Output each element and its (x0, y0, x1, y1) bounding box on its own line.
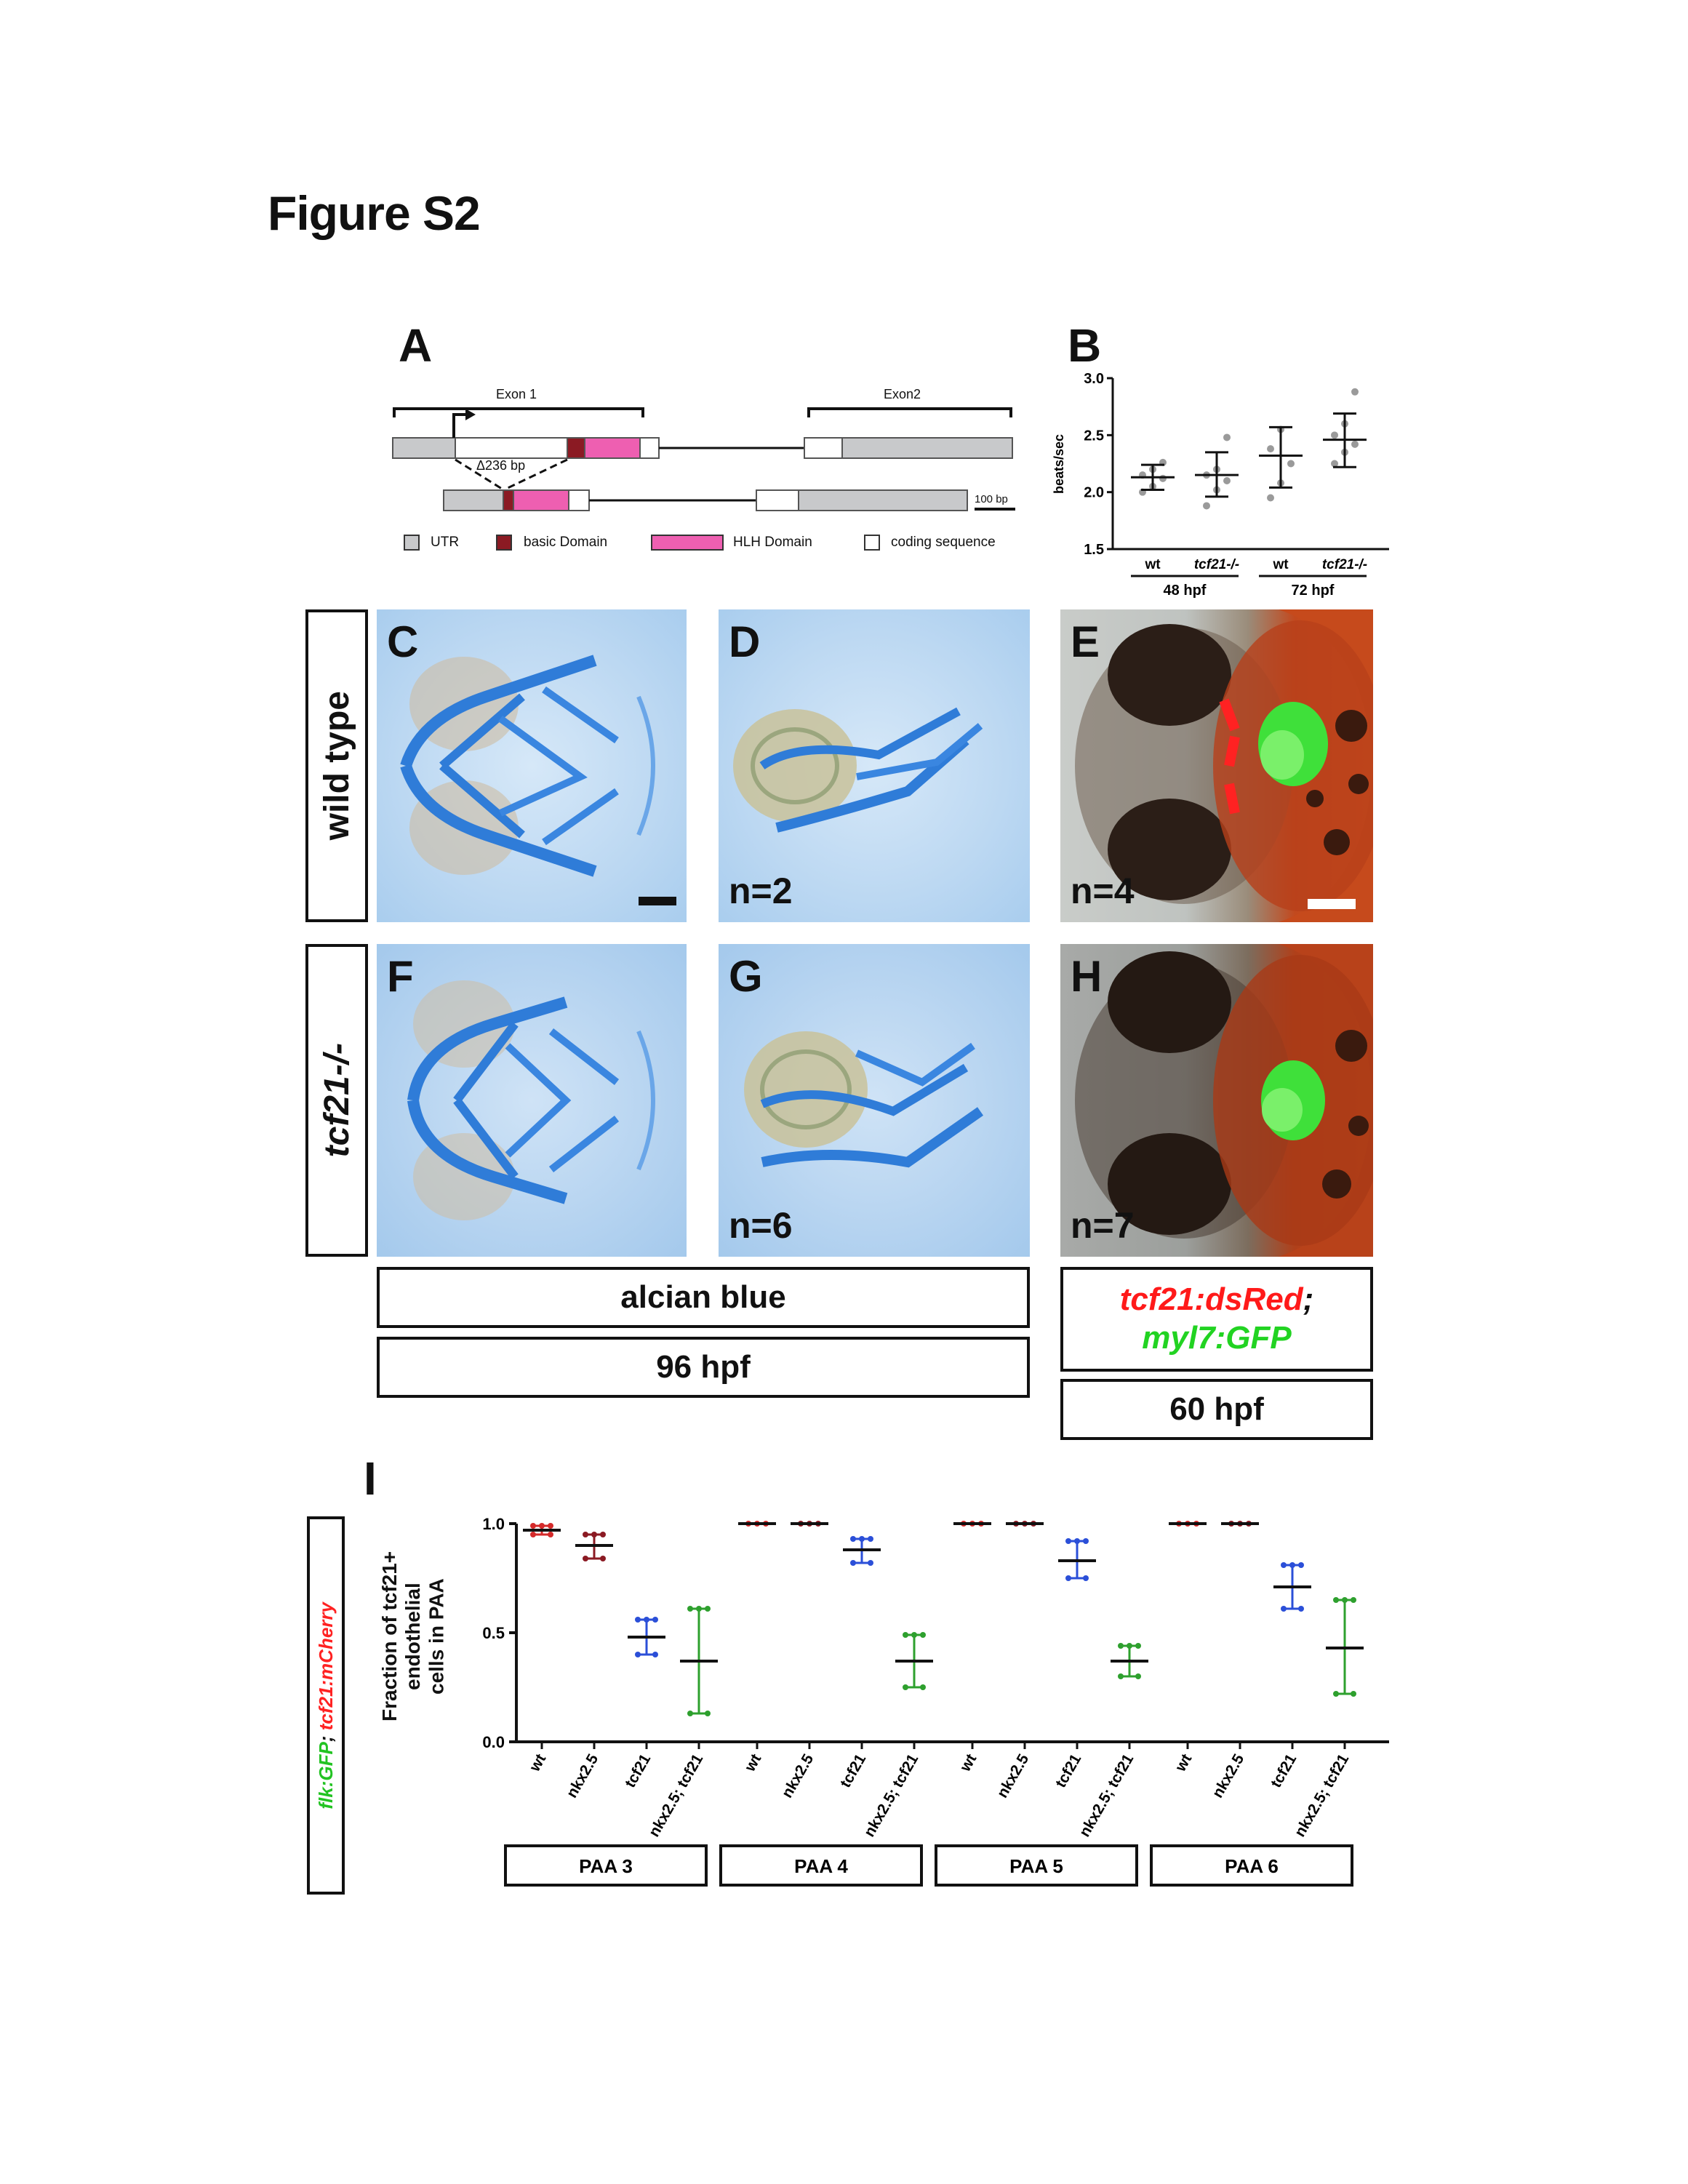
i-category-label: nkx2.5; tcf21 (861, 1751, 922, 1840)
panel-e-image: E n=4 (1060, 609, 1373, 922)
legend-hlh-label: HLH Domain (733, 535, 812, 550)
i-category-label: tcf21 (1052, 1751, 1085, 1791)
panel-h-image: H n=7 (1060, 944, 1373, 1257)
b-point (1159, 474, 1167, 482)
legend-hlh-swatch (651, 535, 724, 551)
b-point (1331, 431, 1338, 439)
i-ytick-label: 0.0 (482, 1733, 505, 1751)
b-category-label: wt (1272, 557, 1289, 572)
deletion-label: Δ236 bp (476, 458, 526, 473)
figure-title: Figure S2 (268, 186, 481, 240)
i-category-label: nkx2.5; tcf21 (1076, 1751, 1137, 1840)
panel-i-label: I (364, 1452, 377, 1505)
i-group-box (719, 1844, 923, 1887)
b-group-label: 48 hpf (1164, 583, 1207, 599)
legend-coding-label: coding sequence (891, 535, 996, 550)
heart-rate-chart: 1.5 2.0 2.5 3.0 beats/sec wt tcf21-/- wt tcf21-/… (1052, 371, 1389, 599)
b-point (1267, 494, 1274, 502)
b-point (1287, 460, 1295, 468)
panel-c-image: C (377, 609, 687, 922)
row-label-mutant: tcf21-/- (305, 944, 368, 1257)
b-ytick-label: 2.5 (1084, 428, 1104, 444)
i-group-label: PAA 6 (1225, 1855, 1279, 1877)
panel-f-image: F (377, 944, 687, 1257)
b-point (1331, 460, 1338, 468)
panel-g-label: G (729, 952, 763, 1001)
exon1-label: Exon 1 (496, 387, 537, 401)
b-ytick-label: 2.0 (1084, 485, 1104, 501)
i-category-label: wt (1172, 1751, 1195, 1775)
caption-alcian-blue: alcian blue (377, 1267, 1030, 1328)
i-group-box (935, 1844, 1138, 1887)
b-point (1351, 440, 1359, 448)
b-point (1223, 477, 1231, 484)
panel-i-ylabel: Fraction of tcf21+ endothelial cells in … (378, 1551, 448, 1722)
legend-utr-label: UTR (431, 535, 460, 550)
panel-e-n: n=4 (1071, 871, 1135, 911)
legend-basic-label: basic Domain (524, 535, 608, 550)
panel-a-label: A (399, 319, 433, 372)
i-category-label: nkx2.5; tcf21 (646, 1751, 707, 1840)
b-category-label: tcf21-/- (1322, 557, 1367, 572)
row-label-wild-type: wild type (305, 609, 368, 922)
b-ytick-label: 3.0 (1084, 371, 1104, 387)
b-point (1203, 502, 1210, 510)
panel-h-label: H (1071, 952, 1103, 1001)
i-category-label: tcf21 (837, 1751, 870, 1791)
panel-h-n: n=7 (1071, 1205, 1135, 1246)
reporter-gfp: myl7:GFP (1142, 1320, 1292, 1356)
i-ytick-label: 0.5 (482, 1624, 505, 1642)
i-category-label: wt (741, 1751, 764, 1775)
i-category-label: nkx2.5 (994, 1751, 1033, 1801)
legend-utr-swatch (404, 535, 420, 551)
i-group-box (1150, 1844, 1353, 1887)
panel-d-n: n=2 (729, 871, 793, 911)
panel-d-image: D n=2 (719, 609, 1030, 922)
i-group-label: PAA 5 (1009, 1855, 1063, 1877)
i-category-label: wt (526, 1751, 549, 1775)
reporter-separator: ; (1303, 1281, 1314, 1318)
panel-b-label: B (1068, 319, 1102, 372)
b-ylabel: beats/sec (1052, 434, 1066, 494)
panel-f-label: F (387, 952, 414, 1001)
i-group-box (504, 1844, 708, 1887)
exon2-label: Exon2 (884, 387, 921, 401)
b-ytick-label: 1.5 (1084, 542, 1104, 558)
panel-c-label: C (387, 617, 419, 666)
i-category-label: tcf21 (1268, 1751, 1300, 1791)
b-point (1267, 445, 1274, 453)
i-category-label: nkx2.5 (779, 1751, 817, 1801)
legend-coding-swatch (864, 535, 880, 551)
reporter-dsred: tcf21:dsRed (1119, 1281, 1303, 1318)
panel-g-n: n=6 (729, 1205, 793, 1246)
b-point (1223, 433, 1231, 441)
panel-e-label: E (1071, 617, 1100, 666)
i-group-label: PAA 4 (794, 1855, 848, 1877)
panel-i-side-label: flk:GFP; tcf21:mCherry (307, 1516, 345, 1895)
caption-60hpf: 60 hpf (1060, 1379, 1373, 1440)
b-category-label: tcf21-/- (1194, 557, 1239, 572)
i-category-label: wt (956, 1751, 980, 1775)
i-ytick-label: 1.0 (482, 1515, 505, 1533)
caption-96hpf: 96 hpf (377, 1337, 1030, 1398)
scalebar-label: 100 bp (975, 493, 1008, 505)
panel-g-image: G n=6 (719, 944, 1030, 1257)
gene-diagram (392, 407, 1015, 511)
panel-d-label: D (729, 617, 761, 666)
b-point (1351, 388, 1359, 396)
legend-basic-swatch (496, 535, 512, 551)
i-category-label: nkx2.5 (1209, 1751, 1248, 1801)
i-group-label: PAA 3 (579, 1855, 633, 1877)
b-category-label: wt (1144, 557, 1161, 572)
b-group-label: 72 hpf (1292, 583, 1335, 599)
i-category-label: nkx2.5 (564, 1751, 602, 1801)
i-category-label: tcf21 (622, 1751, 655, 1791)
caption-reporters: tcf21:dsRed; myl7:GFP (1060, 1267, 1373, 1372)
i-category-label: nkx2.5; tcf21 (1292, 1751, 1353, 1840)
